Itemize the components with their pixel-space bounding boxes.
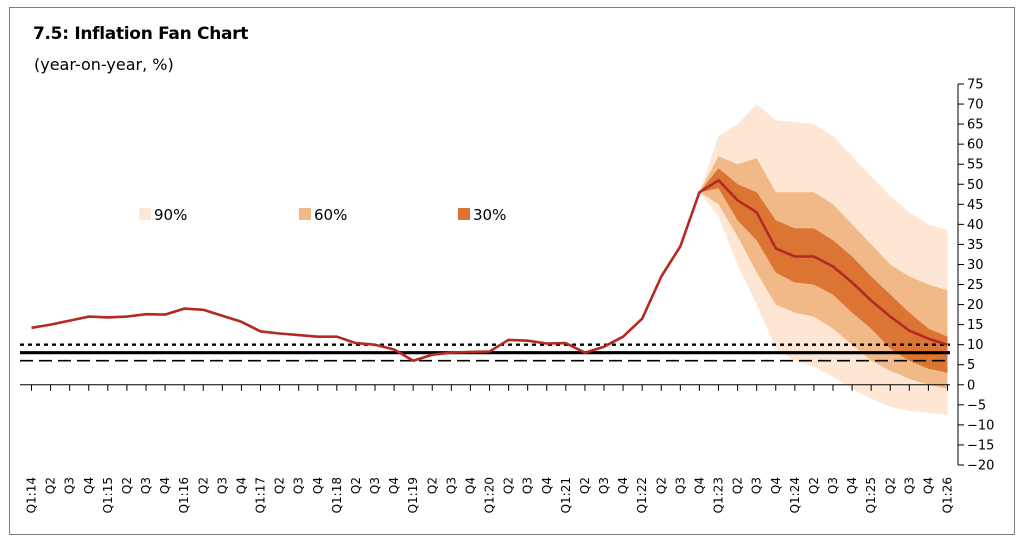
inflation-line — [31, 179, 948, 363]
y-tick-label: 30 — [967, 258, 984, 273]
legend: 90% 60% 30% — [139, 206, 506, 224]
x-tick-label: Q2 — [807, 477, 821, 494]
x-tick-label: Q2 — [731, 477, 745, 494]
y-tick-label: −10 — [967, 418, 994, 433]
x-tick-label: Q1:22 — [635, 477, 649, 513]
y-tick-label: 35 — [967, 238, 984, 253]
x-tick-label: Q2 — [273, 477, 287, 494]
x-tick-label: Q4 — [234, 477, 248, 494]
x-tick-label: Q2 — [44, 477, 58, 494]
y-tick-label: 0 — [967, 378, 975, 393]
y-tick-label: 15 — [967, 318, 984, 333]
x-tick-label: Q4 — [692, 477, 706, 494]
x-tick-label: Q4 — [845, 477, 859, 494]
x-tick-label: Q4 — [921, 477, 935, 494]
x-tick-label: Q3 — [292, 477, 306, 494]
y-tick-label: −5 — [967, 398, 986, 413]
x-tick-label: Q2 — [425, 477, 439, 494]
x-tick-label: Q2 — [196, 477, 210, 494]
x-tick-label: Q3 — [597, 477, 611, 494]
x-tick-label: Q4 — [540, 477, 554, 494]
y-axis: 757065605550454035302520151050−5−10−15−2… — [957, 78, 994, 474]
x-tick-label: Q1:16 — [177, 477, 191, 513]
x-tick-label: Q4 — [311, 477, 325, 494]
y-tick-label: 25 — [967, 278, 984, 293]
legend-swatch-90pct — [139, 208, 151, 220]
x-tick-label: Q3 — [902, 477, 916, 494]
x-tick-label: Q1:18 — [330, 477, 344, 513]
y-tick-label: 40 — [967, 218, 984, 233]
x-tick-label: Q3 — [368, 477, 382, 494]
x-tick-label: Q2 — [120, 477, 134, 494]
x-tick-label: Q3 — [63, 477, 77, 494]
x-tick-label: Q2 — [349, 477, 363, 494]
x-axis: Q1:14 Q2 Q3 Q4 Q1:15 Q2 Q3 Q4 Q1:16 Q2 Q3 Q4 Q1:17 Q2… — [20, 384, 955, 513]
legend-swatch-60pct — [299, 208, 311, 220]
x-tick-label: Q1:21 — [559, 477, 573, 513]
x-tick-label: Q3 — [673, 477, 687, 494]
x-tick-label: Q1:14 — [25, 477, 39, 513]
x-tick-label: Q1:25 — [864, 477, 878, 513]
chart-title: 7.5: Inflation Fan Chart — [33, 24, 249, 44]
y-tick-label: −20 — [967, 459, 994, 474]
x-tick-label: Q1:19 — [406, 477, 420, 513]
chart-subtitle: (year-on-year, %) — [34, 55, 174, 74]
y-tick-label: 10 — [967, 338, 984, 353]
y-tick-label: 55 — [967, 158, 984, 173]
x-tick-label: Q1:26 — [941, 477, 955, 513]
x-tick-label: Q1:24 — [788, 477, 802, 513]
fan-bands — [699, 104, 948, 415]
x-tick-label: Q2 — [502, 477, 516, 494]
x-tick-label: Q3 — [215, 477, 229, 494]
x-tick-label: Q3 — [826, 477, 840, 494]
x-tick-label: Q2 — [654, 477, 668, 494]
x-tick-label: Q3 — [750, 477, 764, 494]
x-tick-label: Q2 — [883, 477, 897, 494]
y-tick-label: 45 — [967, 198, 984, 213]
y-tick-label: 60 — [967, 138, 984, 153]
x-tick-label: Q3 — [521, 477, 535, 494]
x-tick-label: Q4 — [463, 477, 477, 494]
inflation-line-group — [31, 179, 948, 363]
x-tick-label: Q2 — [578, 477, 592, 494]
legend-swatch-30pct — [458, 208, 470, 220]
y-tick-label: 75 — [967, 78, 984, 93]
legend-label: 30% — [473, 206, 506, 224]
y-tick-label: 50 — [967, 178, 984, 193]
x-tick-label: Q4 — [82, 477, 96, 494]
x-tick-label: Q4 — [158, 477, 172, 494]
x-tick-label: Q4 — [616, 477, 630, 494]
x-tick-label: Q1:23 — [712, 477, 726, 513]
x-tick-label: Q4 — [769, 477, 783, 494]
x-tick-label: Q4 — [387, 477, 401, 494]
y-tick-label: 65 — [967, 118, 984, 133]
x-tick-label: Q3 — [444, 477, 458, 494]
y-tick-label: 70 — [967, 98, 984, 113]
y-tick-label: 5 — [967, 358, 975, 373]
legend-label: 90% — [154, 206, 187, 224]
x-tick-label: Q1:17 — [254, 477, 268, 513]
x-tick-label: Q1:15 — [101, 477, 115, 513]
x-tick-label: Q1:20 — [483, 477, 497, 513]
legend-label: 60% — [314, 206, 347, 224]
y-tick-label: 20 — [967, 298, 984, 313]
x-tick-label: Q3 — [139, 477, 153, 494]
y-tick-label: −15 — [967, 438, 994, 453]
